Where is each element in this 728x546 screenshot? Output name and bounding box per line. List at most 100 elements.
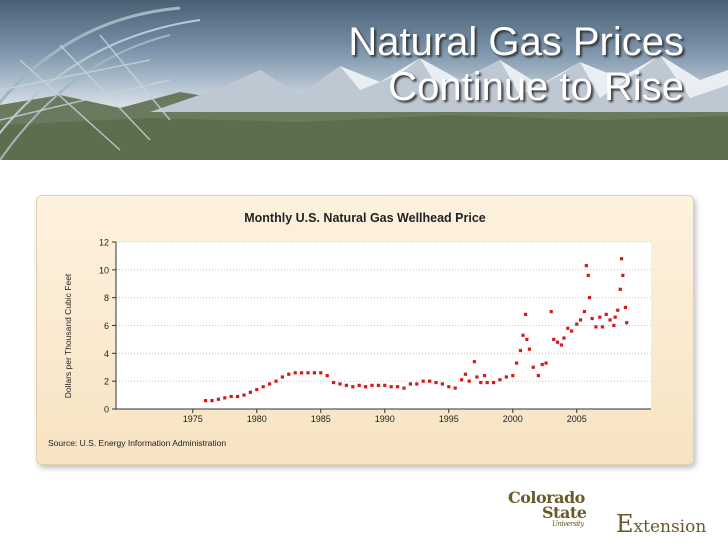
extension-logo-cap: E xyxy=(616,510,634,538)
x-tick-label: 1985 xyxy=(311,414,331,424)
chart-title: Monthly U.S. Natural Gas Wellhead Price xyxy=(244,211,486,225)
y-ticks: 0 2 4 6 8 10 12 xyxy=(99,238,116,415)
chart-panel: Monthly U.S. Natural Gas Wellhead Price … xyxy=(36,195,694,465)
y-tick-label: 2 xyxy=(104,377,109,387)
data-point xyxy=(555,340,560,344)
data-point xyxy=(280,375,284,379)
data-point xyxy=(483,374,487,378)
data-point xyxy=(587,296,592,300)
data-point xyxy=(590,316,594,321)
data-point xyxy=(598,315,602,319)
data-point xyxy=(504,375,508,379)
data-point xyxy=(395,385,400,389)
y-tick-label: 0 xyxy=(104,405,109,415)
data-point xyxy=(521,333,525,337)
data-point xyxy=(363,385,368,389)
data-point xyxy=(618,287,622,291)
data-point xyxy=(582,309,587,314)
data-point xyxy=(511,374,515,378)
data-point xyxy=(491,380,496,385)
csu-logo-line1: Colorado xyxy=(508,488,585,507)
data-point xyxy=(518,348,523,353)
x-ticks: 1975 1980 1985 1990 1995 2000 2005 xyxy=(183,409,587,424)
data-point xyxy=(536,374,540,378)
data-point xyxy=(440,382,444,386)
x-tick-label: 1975 xyxy=(183,414,203,424)
data-point xyxy=(402,386,406,390)
source-note: Source: U.S. Energy Information Administ… xyxy=(48,438,227,448)
data-point xyxy=(549,309,553,314)
data-point xyxy=(559,343,564,347)
data-point xyxy=(242,393,246,397)
data-point xyxy=(525,337,529,342)
data-point xyxy=(383,383,387,387)
x-tick-label: 2000 xyxy=(503,414,523,424)
extension-logo-rest: xtension xyxy=(633,517,707,537)
x-tick-label: 1995 xyxy=(439,414,459,424)
data-point xyxy=(575,322,579,326)
data-point xyxy=(625,321,629,325)
data-point xyxy=(479,380,483,385)
data-point xyxy=(523,312,528,316)
mountain-scenery xyxy=(0,6,728,160)
data-point xyxy=(552,337,556,342)
data-point xyxy=(472,360,476,364)
data-point xyxy=(594,325,598,329)
data-point xyxy=(623,305,628,310)
data-point xyxy=(299,371,304,375)
data-point xyxy=(421,379,425,383)
data-point xyxy=(351,385,355,389)
data-point xyxy=(319,371,323,375)
grid-lines xyxy=(116,241,651,382)
data-point xyxy=(531,365,535,369)
data-point xyxy=(248,390,252,394)
data-point xyxy=(223,396,227,400)
data-point xyxy=(467,379,471,383)
data-point xyxy=(566,326,570,330)
chart-plot: 0 2 4 6 8 10 12 1975 1980 1985 1990 1995 2000 2005 xyxy=(99,238,651,424)
data-point xyxy=(287,372,291,376)
y-tick-label: 4 xyxy=(104,349,109,359)
data-point xyxy=(408,382,412,386)
data-point xyxy=(447,385,451,389)
x-tick-label: 1980 xyxy=(247,414,267,424)
data-point xyxy=(434,380,438,385)
data-point xyxy=(331,380,336,385)
data-point xyxy=(210,399,214,403)
y-tick-label: 10 xyxy=(99,265,109,275)
data-point xyxy=(586,273,590,277)
data-point xyxy=(584,264,588,268)
data-point xyxy=(600,325,604,329)
csu-logo-line3: University xyxy=(552,520,584,528)
x-tick-label: 1990 xyxy=(375,414,395,424)
data-point xyxy=(235,394,240,399)
data-point xyxy=(376,383,380,387)
data-point xyxy=(540,362,544,367)
data-point xyxy=(527,347,532,351)
data-point xyxy=(312,371,316,375)
data-point xyxy=(463,372,468,376)
data-point xyxy=(453,386,457,390)
data-point xyxy=(274,379,278,383)
data-point xyxy=(344,383,348,387)
data-point xyxy=(515,361,519,365)
data-point xyxy=(475,375,479,379)
data-point xyxy=(613,315,617,319)
y-tick-label: 6 xyxy=(104,321,109,331)
y-tick-label: 12 xyxy=(99,238,109,248)
header-banner: Natural Gas Prices Continue to Rise xyxy=(0,0,728,160)
data-point xyxy=(498,378,502,382)
data-point xyxy=(621,273,625,277)
slide-title: Natural Gas Prices Continue to Rise xyxy=(348,20,684,109)
data-point xyxy=(619,257,624,261)
data-point xyxy=(389,385,393,389)
data-point xyxy=(415,382,419,386)
data-point xyxy=(562,336,566,340)
data-point xyxy=(216,397,220,401)
y-tick-label: 8 xyxy=(104,293,109,303)
data-point xyxy=(261,385,265,389)
data-point xyxy=(579,318,583,322)
csu-logo-line2: State xyxy=(542,503,587,522)
data-point xyxy=(608,318,612,322)
data-point xyxy=(544,361,548,365)
